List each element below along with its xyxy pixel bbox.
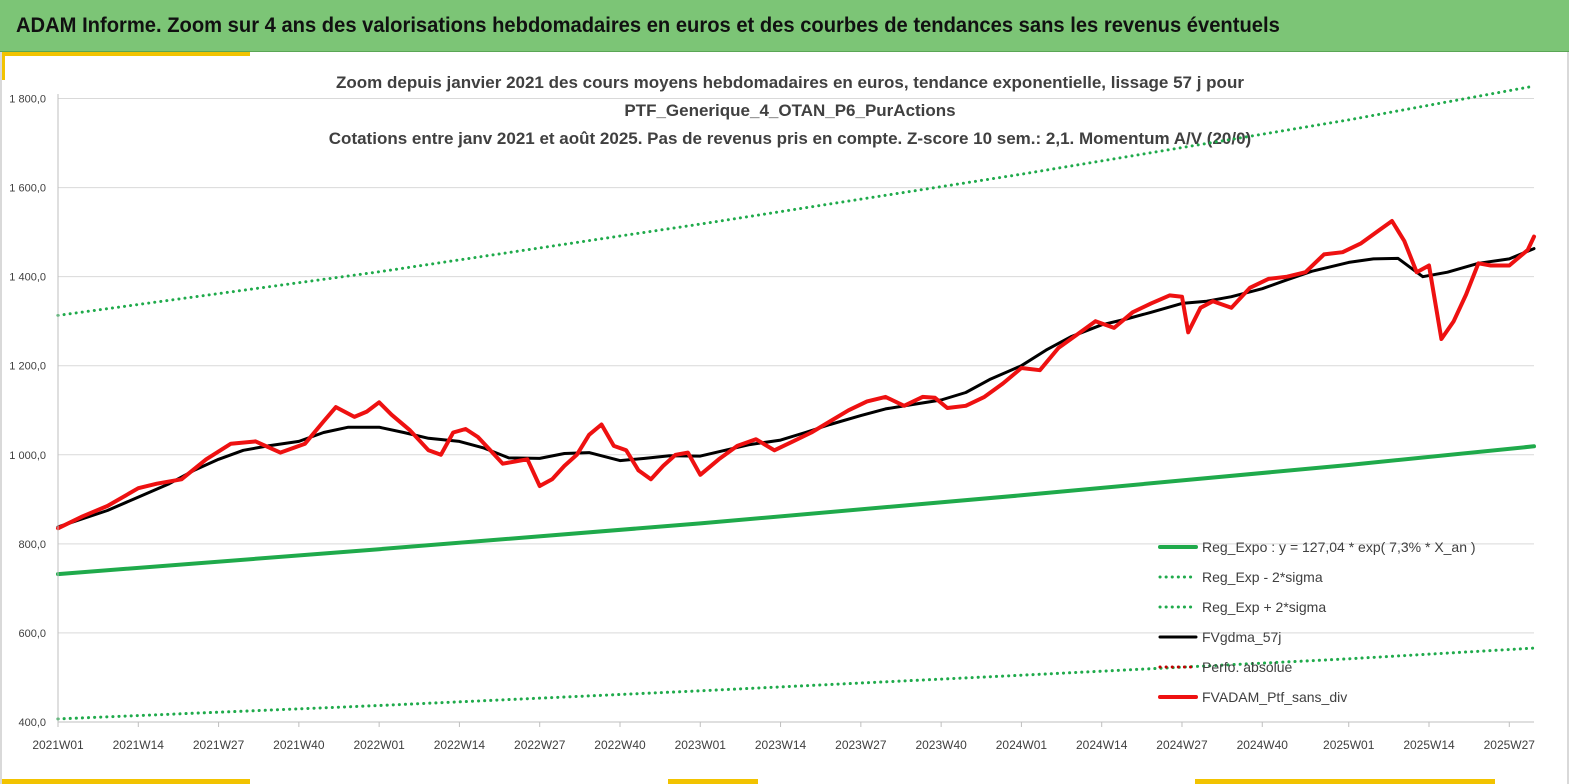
y-tick-label: 400,0 — [18, 717, 46, 729]
accent-bar-top-left — [0, 52, 250, 56]
legend-label: FVADAM_Ptf_sans_div — [1202, 689, 1347, 705]
x-tick-label: 2024W40 — [1237, 738, 1289, 752]
x-tick-label: 2025W01 — [1323, 738, 1375, 752]
report-banner: ADAM Informe. Zoom sur 4 ans des valoris… — [0, 0, 1569, 52]
x-tick-label: 2022W27 — [514, 738, 566, 752]
y-tick-label: 1 000,0 — [9, 450, 46, 462]
x-tick-label: 2025W27 — [1484, 738, 1536, 752]
legend-label: Reg_Exp - 2*sigma — [1202, 569, 1323, 585]
series — [56, 84, 1536, 721]
report-title: ADAM Informe. Zoom sur 4 ans des valoris… — [16, 14, 1280, 37]
chart-title-line-2: PTF_Generique_4_OTAN_P6_PurActions — [624, 101, 955, 120]
axes: 400,0 600,0 800,0 1 000,0 1 200,0 1 400,0 1 60… — [9, 94, 1535, 752]
legend-label: Perfo. absolue — [1202, 659, 1292, 675]
chart-frame — [0, 52, 1569, 784]
x-tick-label: 2022W40 — [594, 738, 646, 752]
chart-title: Zoom depuis janvier 2021 des cours moyen… — [329, 73, 1251, 148]
x-tick-label: 2022W01 — [353, 738, 405, 752]
x-tick-label: 2025W14 — [1403, 738, 1455, 752]
legend-label: Reg_Exp + 2*sigma — [1202, 599, 1326, 615]
x-tick-label: 2023W01 — [675, 738, 727, 752]
x-tick-label: 2021W40 — [273, 738, 325, 752]
series-line-1 — [56, 646, 1536, 721]
x-tick-label: 2021W27 — [193, 738, 245, 752]
series-line-5 — [56, 219, 1536, 531]
y-tick-label: 1 400,0 — [9, 272, 46, 284]
x-tick-label: 2022W14 — [434, 738, 486, 752]
x-tick-label: 2023W14 — [755, 738, 807, 752]
x-tick-label: 2021W14 — [113, 738, 165, 752]
x-tick-label: 2023W40 — [915, 738, 967, 752]
accent-bar-bottom-right-2 — [1195, 779, 1495, 784]
x-tick-label: 2021W01 — [32, 738, 84, 752]
x-tick-label: 2024W14 — [1076, 738, 1128, 752]
legend: Reg_Expo : y = 127,04 * exp( 7,3% * X_an… — [1158, 539, 1476, 705]
chart-title-line-3: Cotations entre janv 2021 et août 2025. … — [329, 129, 1251, 148]
y-tick-label: 600,0 — [18, 628, 46, 640]
chart-title-line-1: Zoom depuis janvier 2021 des cours moyen… — [336, 73, 1244, 92]
x-tick-label: 2024W01 — [996, 738, 1048, 752]
accent-bar-left — [0, 52, 5, 80]
y-tick-label: 1 600,0 — [9, 183, 46, 195]
x-tick-label: 2024W27 — [1156, 738, 1208, 752]
legend-label: FVgdma_57j — [1202, 629, 1281, 645]
y-tick-label: 1 800,0 — [9, 94, 46, 106]
accent-bar-bottom-left — [0, 779, 250, 784]
y-tick-label: 800,0 — [18, 539, 46, 551]
gridlines — [58, 98, 1534, 723]
series-line-0 — [56, 444, 1536, 577]
series-line-3 — [56, 247, 1536, 529]
y-tick-label: 1 200,0 — [9, 361, 46, 373]
series-line-2 — [56, 84, 1536, 317]
accent-bar-bottom-right — [668, 779, 758, 784]
legend-label: Reg_Expo : y = 127,04 * exp( 7,3% * X_an… — [1202, 539, 1476, 555]
x-tick-label: 2023W27 — [835, 738, 887, 752]
